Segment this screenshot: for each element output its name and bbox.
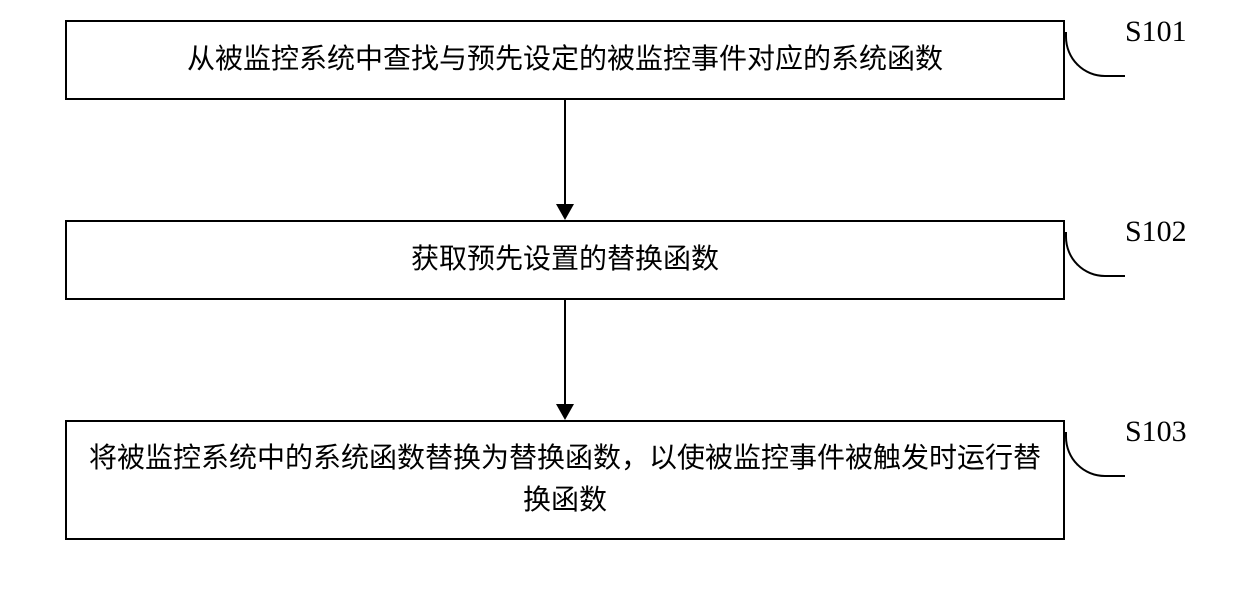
connector-line (564, 300, 566, 404)
label-connector-curve (1065, 32, 1125, 77)
arrow-down-icon (556, 204, 574, 220)
connector-line (564, 100, 566, 204)
step-text: 从被监控系统中查找与预先设定的被监控事件对应的系统函数 (187, 39, 943, 81)
step-label-s103: S103 (1125, 415, 1187, 449)
flowchart-step-s101: 从被监控系统中查找与预先设定的被监控事件对应的系统函数 (65, 20, 1065, 100)
flowchart-step-s103: 将被监控系统中的系统函数替换为替换函数，以使被监控事件被触发时运行替换函数 (65, 420, 1065, 540)
flowchart-canvas: 从被监控系统中查找与预先设定的被监控事件对应的系统函数 S101 获取预先设置的… (0, 0, 1239, 600)
step-text: 将被监控系统中的系统函数替换为替换函数，以使被监控事件被触发时运行替换函数 (87, 438, 1043, 522)
step-label-s101: S101 (1125, 15, 1187, 49)
flowchart-step-s102: 获取预先设置的替换函数 (65, 220, 1065, 300)
step-label-s102: S102 (1125, 215, 1187, 249)
label-connector-curve (1065, 232, 1125, 277)
arrow-down-icon (556, 404, 574, 420)
label-connector-curve (1065, 432, 1125, 477)
step-text: 获取预先设置的替换函数 (411, 239, 719, 281)
